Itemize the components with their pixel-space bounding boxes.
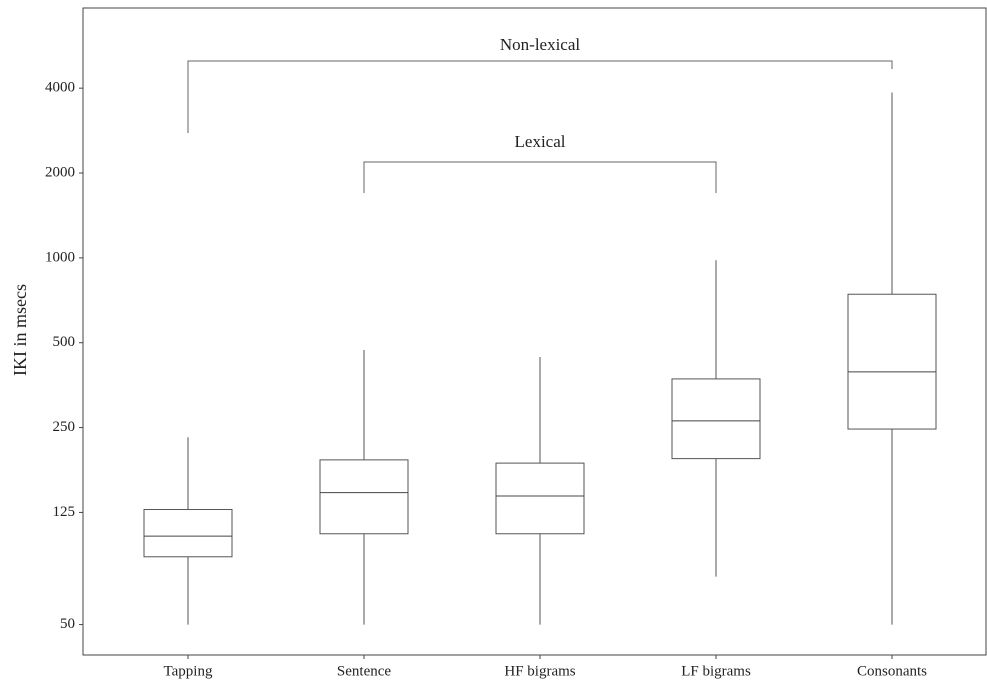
box	[671, 378, 761, 460]
plot-frame	[82, 7, 987, 656]
x-tick-label: Sentence	[337, 663, 391, 679]
box	[847, 293, 937, 430]
box	[143, 509, 233, 558]
bracket	[363, 161, 717, 193]
annotation: Lexical	[515, 132, 566, 151]
y-tick-label: 50	[60, 616, 75, 632]
box	[495, 462, 585, 535]
box	[319, 459, 409, 535]
y-tick-label: 1000	[45, 249, 75, 265]
y-tick-label: 125	[53, 504, 76, 520]
y-tick-label: 500	[53, 334, 76, 350]
bracket	[187, 60, 893, 133]
annotation: Non-lexical	[500, 35, 581, 54]
x-tick-label: Tapping	[164, 663, 213, 679]
x-tick-label: Consonants	[857, 663, 927, 679]
y-tick-label: 250	[53, 419, 76, 435]
y-axis-label: IKI in msecs	[10, 284, 30, 376]
x-tick-label: LF bigrams	[681, 663, 751, 679]
y-tick-label: 2000	[45, 164, 75, 180]
y-tick-label: 4000	[45, 80, 75, 96]
x-tick-label: HF bigrams	[504, 663, 575, 679]
